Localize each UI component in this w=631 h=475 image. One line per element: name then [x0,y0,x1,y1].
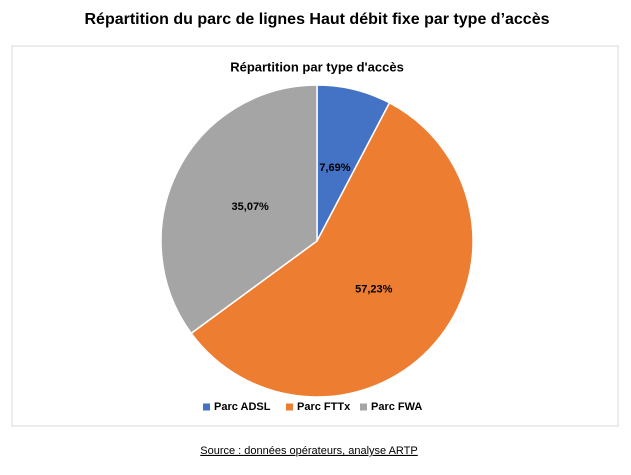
pie-slice [190,101,474,398]
legend-swatch [286,403,293,411]
legend-label: Parc ADSL [214,401,271,413]
chart-title: Répartition par type d'accès [230,59,404,74]
data-label: 35,07% [232,201,270,213]
source: Source : données opérateurs, analyse ART… [200,445,418,457]
legend-swatch [203,403,210,411]
legend-label: Parc FTTx [297,401,351,413]
pie-slice [160,84,318,335]
legend-swatch [360,403,367,411]
data-label: 57,23% [355,284,393,296]
page-title: Répartition du parc de lignes Haut débit… [85,11,550,28]
data-label: 7,69% [319,162,350,174]
legend-label: Parc FWA [371,401,422,413]
